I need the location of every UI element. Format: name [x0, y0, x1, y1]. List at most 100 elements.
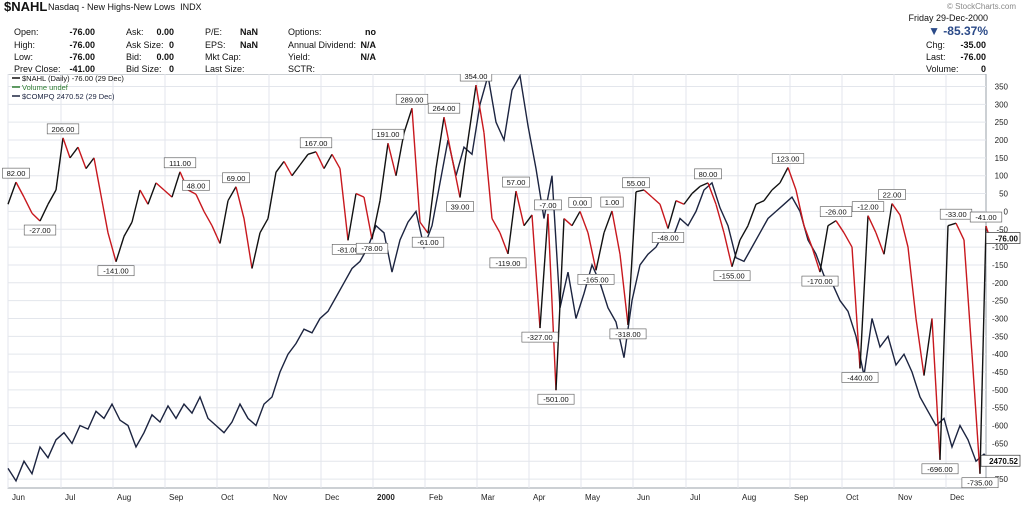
- annotation-box: [222, 172, 250, 184]
- series-segment-nahl: [835, 220, 845, 234]
- x-tick-label: Nov: [273, 493, 287, 502]
- series-segment-nahl: [739, 225, 749, 241]
- series-segment-nahl: [539, 213, 549, 329]
- series-segment-nahl: [31, 212, 41, 222]
- series-segment-nahl: [62, 137, 71, 159]
- price-chart: 350 300 250 200 150 100 50 0 -50 -100 -150 -200 -250…: [2, 74, 1021, 502]
- annotation-label: -155.00: [719, 272, 744, 281]
- series-segment-nahl: [931, 318, 941, 460]
- annotation-label: -735.00: [967, 479, 992, 488]
- series-segment-nahl: [547, 213, 557, 391]
- series-segment-nahl: [827, 220, 837, 227]
- last-value-box: [985, 232, 1021, 244]
- annotation-label: 354.00: [465, 74, 488, 81]
- series-segment-nahl: [491, 218, 501, 234]
- series-segment-nahl: [39, 203, 49, 222]
- field-value: 0: [168, 40, 174, 50]
- series-lines: [7, 74, 991, 483]
- field-label: Last Size:: [205, 64, 245, 74]
- annotation-label: 69.00: [227, 174, 246, 183]
- field-value: 0: [168, 64, 174, 74]
- y-tick-label: -250: [992, 297, 1009, 306]
- annotation-label: 82.00: [7, 169, 26, 178]
- series-segment-nahl: [475, 84, 485, 134]
- series-segment-nahl: [235, 186, 245, 219]
- annotation-label: -7.00: [539, 201, 556, 210]
- field-label: P/E:: [205, 27, 223, 37]
- annotation-label: 111.00: [169, 159, 191, 168]
- x-tick-label: May: [585, 493, 600, 502]
- annotation-box: [622, 177, 650, 189]
- annotation-box: [97, 265, 135, 277]
- gridlines: [7, 74, 986, 488]
- series-segment-nahl: [675, 200, 685, 205]
- symbol-exchange: INDX: [180, 2, 202, 12]
- y-tick-label: -400: [992, 350, 1009, 359]
- x-tick-label: Oct: [221, 493, 234, 502]
- series-segment-nahl: [147, 182, 157, 205]
- series-segment-nahl: [251, 232, 261, 269]
- series-segment-nahl: [667, 200, 677, 229]
- x-tick-label: Jun: [637, 493, 650, 502]
- series-segment-nahl: [171, 171, 181, 198]
- field-value: 0.00: [156, 52, 174, 62]
- series-segment-nahl: [923, 318, 933, 376]
- series-segment-nahl: [899, 214, 909, 248]
- annotation-box: [299, 137, 333, 149]
- series-segment-nahl: [363, 196, 373, 240]
- series-segment-nahl: [203, 211, 213, 227]
- series-segment-nahl: [627, 191, 637, 325]
- field-label: SCTR:: [288, 64, 315, 74]
- x-tick-label: Jul: [65, 493, 75, 502]
- series-segment-nahl: [947, 222, 957, 227]
- annotation-label: -165.00: [583, 275, 608, 284]
- series-segment-nahl: [555, 218, 565, 391]
- series-segment-nahl: [227, 186, 237, 202]
- series-segment-nahl: [859, 215, 869, 369]
- annotation-label: -696.00: [927, 465, 952, 474]
- annotation-box: [961, 477, 999, 489]
- series-segment-nahl: [379, 143, 389, 201]
- annotation-box: [878, 189, 906, 200]
- series-segment-nahl: [107, 232, 117, 262]
- annotation-box: [459, 74, 493, 82]
- field-value: NaN: [239, 27, 258, 37]
- annotation-box: [411, 236, 445, 248]
- series-segment-nahl: [867, 215, 877, 234]
- y-tick-label: -50: [996, 225, 1008, 234]
- series-segment-nahl: [699, 182, 709, 188]
- annotation-label: -119.00: [496, 259, 521, 268]
- series-segment-nahl: [819, 225, 829, 273]
- y-tick-label: -650: [992, 439, 1009, 448]
- annotation-label: -12.00: [857, 203, 878, 212]
- y-tick-label: -450: [992, 368, 1009, 377]
- series-segment-nahl: [875, 232, 885, 255]
- annotation-label: 57.00: [507, 178, 526, 187]
- series-segment-nahl: [155, 182, 165, 191]
- y-tick-label: -550: [992, 404, 1009, 413]
- y-tick-label: 300: [995, 100, 1009, 109]
- field-label: Open:: [14, 27, 39, 37]
- x-tick-label: Feb: [429, 493, 443, 502]
- annotation-label: -81.00: [337, 245, 358, 254]
- annotation-label: 206.00: [52, 125, 75, 134]
- annotation-label: 264.00: [433, 104, 456, 113]
- field-value: -41.00: [69, 64, 95, 74]
- series-segment-nahl: [411, 108, 421, 223]
- series-segment-nahl: [499, 232, 509, 255]
- value-annotations: 82.00 -27.00 206.00 -141.00 111.00 48.00 69.00…: [2, 74, 1003, 489]
- annotation-box: [651, 232, 685, 243]
- series-segment-nahl: [283, 161, 293, 177]
- series-segment-nahl: [451, 157, 461, 198]
- annotation-label: 123.00: [777, 155, 800, 164]
- annotation-box: [969, 211, 1003, 223]
- field-label: Low:: [14, 52, 34, 62]
- y-tick-label: -600: [992, 422, 1009, 431]
- field-label: Annual Dividend:: [288, 40, 357, 50]
- series-segment-nahl: [291, 164, 301, 177]
- field-label: Ask Size:: [126, 40, 164, 50]
- y-tick-label: -100: [992, 243, 1009, 252]
- annotation-box: [2, 167, 30, 179]
- series-segment-nahl: [395, 132, 405, 176]
- series-segment-nahl: [243, 218, 253, 269]
